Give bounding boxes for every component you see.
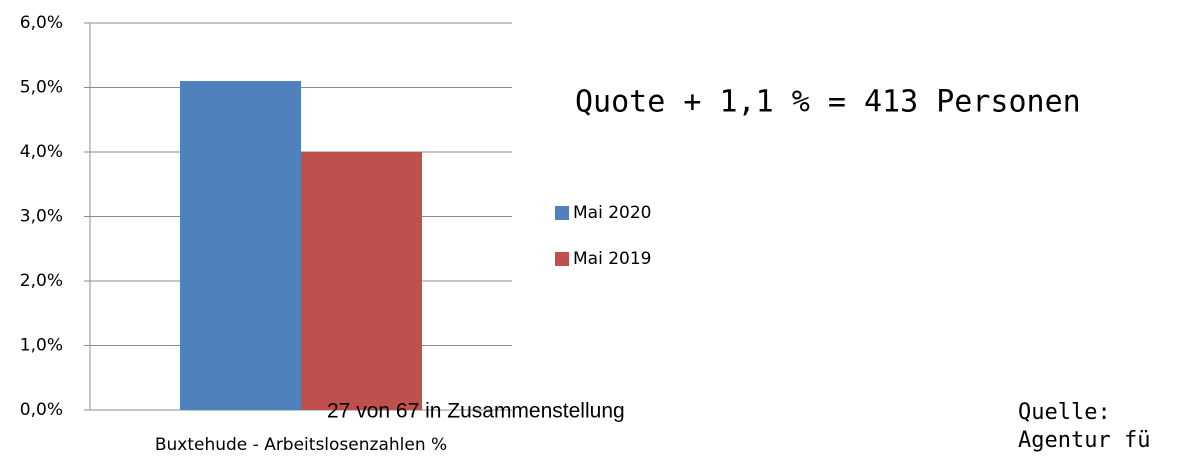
x-tick-label: Buxtehude - Arbeitslosenzahlen % [155, 435, 447, 455]
annotation: Quote + 1,1 % = 413 Personen [575, 85, 1081, 120]
legend-swatch [555, 206, 569, 220]
y-tick-label: 0,0% [20, 400, 63, 420]
legend-label: Mai 2019 [573, 249, 651, 269]
y-tick-label: 4,0% [20, 142, 63, 162]
y-tick-label: 6,0% [20, 13, 63, 33]
y-tick-label: 1,0% [20, 336, 63, 356]
legend-label: Mai 2020 [573, 203, 651, 223]
bar [180, 81, 301, 411]
annotation: Agentur fü [1018, 428, 1150, 453]
y-tick-label: 5,0% [20, 78, 63, 98]
bar [301, 152, 422, 410]
annotation: 27 von 67 in Zusammenstellung [327, 400, 625, 423]
annotation: Quelle: [1018, 400, 1111, 425]
y-tick-label: 2,0% [20, 271, 63, 291]
legend-swatch [555, 252, 569, 266]
y-tick-label: 3,0% [20, 207, 63, 227]
